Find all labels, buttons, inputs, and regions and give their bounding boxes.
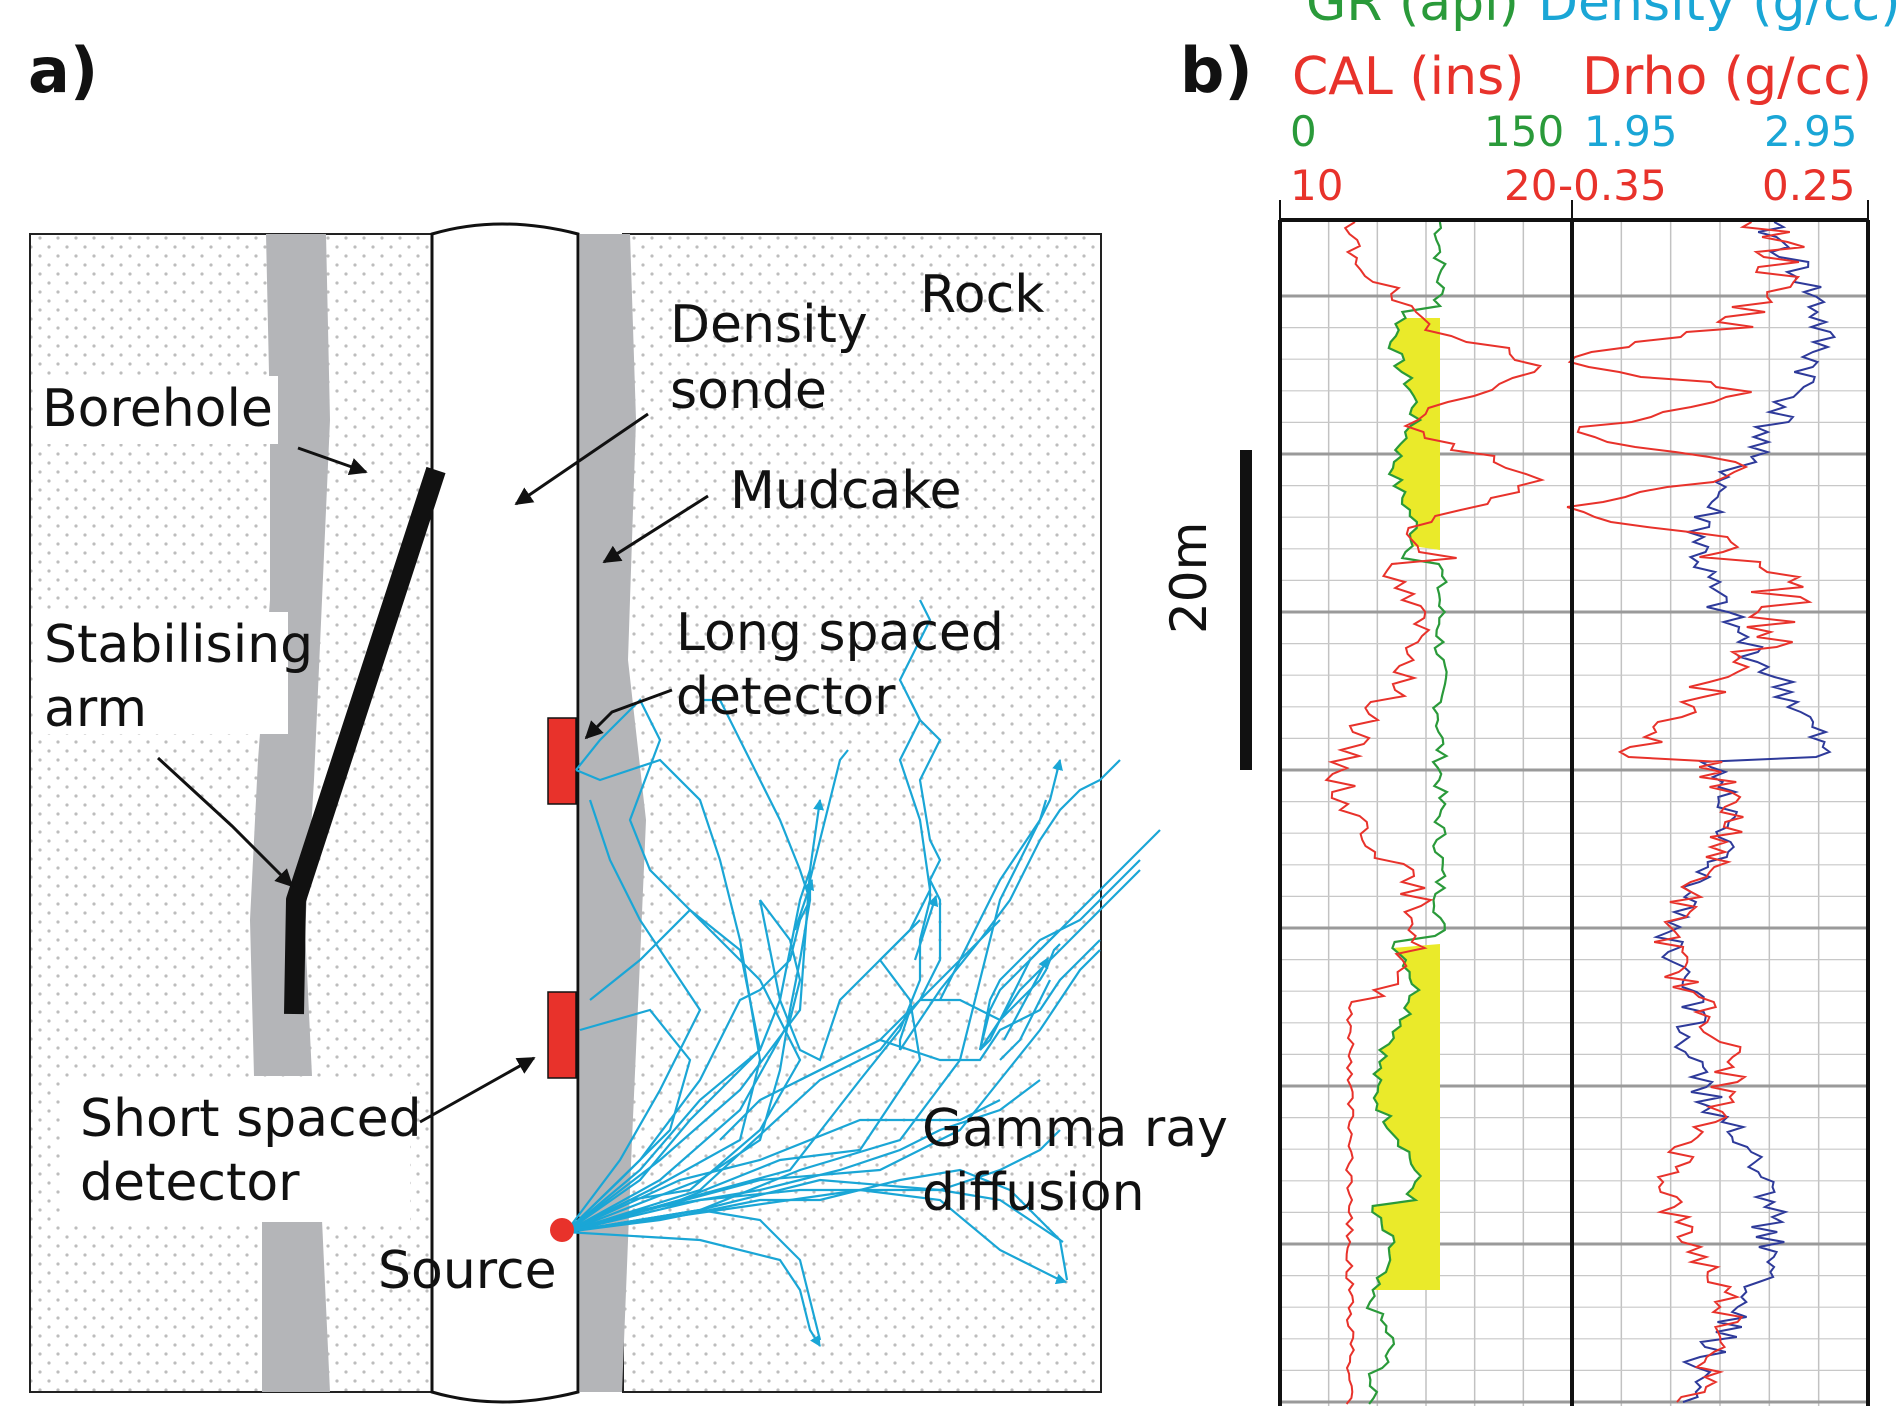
cal-max: 20 <box>1504 161 1557 210</box>
short-detector-arrow <box>419 1056 536 1124</box>
drho-max: 0.25 <box>1762 161 1856 210</box>
track-borders <box>1278 218 1870 1406</box>
drho-header: Drho (g/cc) <box>1582 47 1872 107</box>
gamma-arrowheads <box>793 878 1049 1041</box>
panel-b-letter: b) <box>1180 34 1253 107</box>
mudcake-left-bottom <box>262 1220 330 1392</box>
long-detector-label-2: detector <box>676 667 896 727</box>
cal-header: CAL (ins) <box>1292 47 1524 107</box>
density-header: Density (g/cc) <box>1538 0 1901 33</box>
density-sonde-label-1: Density <box>670 295 868 355</box>
density-sonde-label-2: sonde <box>670 361 827 421</box>
density-curve <box>1652 221 1837 1403</box>
gr-header: GR (api) <box>1306 0 1519 33</box>
gr-max: 150 <box>1484 107 1564 156</box>
stabilising-arm-arrow <box>156 756 294 888</box>
stabilising-arm <box>284 466 446 1015</box>
long-detector-label-1: Long spaced <box>676 603 1004 663</box>
panel-a-letter: a) <box>28 34 98 107</box>
source-marker <box>550 1218 574 1242</box>
stabilising-arm-label-2: arm <box>44 679 147 739</box>
depth-scale-label: 20m <box>1160 522 1218 634</box>
mudcake-label: Mudcake <box>730 461 962 521</box>
sand-shading <box>1388 318 1440 550</box>
density-min: 1.95 <box>1584 107 1678 156</box>
density-max: 2.95 <box>1764 107 1858 156</box>
panel-b: b) GR (api) Density (g/cc) CAL (ins) Drh… <box>1160 0 1901 1406</box>
rock-label: Rock <box>920 265 1044 325</box>
cal-curve <box>1324 221 1546 1405</box>
short-spaced-detector <box>547 991 577 1079</box>
short-detector-label-bg <box>60 1082 410 1222</box>
drho-min: -0.35 <box>1558 161 1667 210</box>
short-detector-label-1: Short spaced <box>80 1089 422 1149</box>
cal-min: 10 <box>1290 161 1343 210</box>
borehole-label-bg <box>34 376 278 444</box>
long-spaced-detector <box>547 717 577 805</box>
stabilising-label-bg <box>34 612 288 734</box>
borehole-label: Borehole <box>42 379 273 439</box>
density-sonde-arrow <box>514 412 649 506</box>
gamma-ray-label-2: diffusion <box>922 1163 1145 1223</box>
stabilising-arm-label-1: Stabilising <box>44 615 313 675</box>
mudcake-arrow <box>602 494 709 564</box>
depth-scale-bar <box>1240 450 1252 770</box>
gr-min: 0 <box>1290 107 1317 156</box>
log-curves <box>1324 221 1837 1405</box>
source-label: Source <box>378 1241 557 1301</box>
sand-shading <box>1372 944 1440 1290</box>
gamma-ray-paths <box>565 599 1161 1347</box>
long-detector-arrow <box>584 688 673 740</box>
drho-curve <box>1566 221 1813 1403</box>
borehole-arrow <box>297 446 368 476</box>
short-detector-label-2: detector <box>80 1153 300 1213</box>
mudcake-right <box>580 234 646 1392</box>
panel-a: a) <box>28 34 1228 1404</box>
gamma-ray-label-1: Gamma ray <box>922 1099 1228 1159</box>
density-sonde <box>430 222 580 1404</box>
